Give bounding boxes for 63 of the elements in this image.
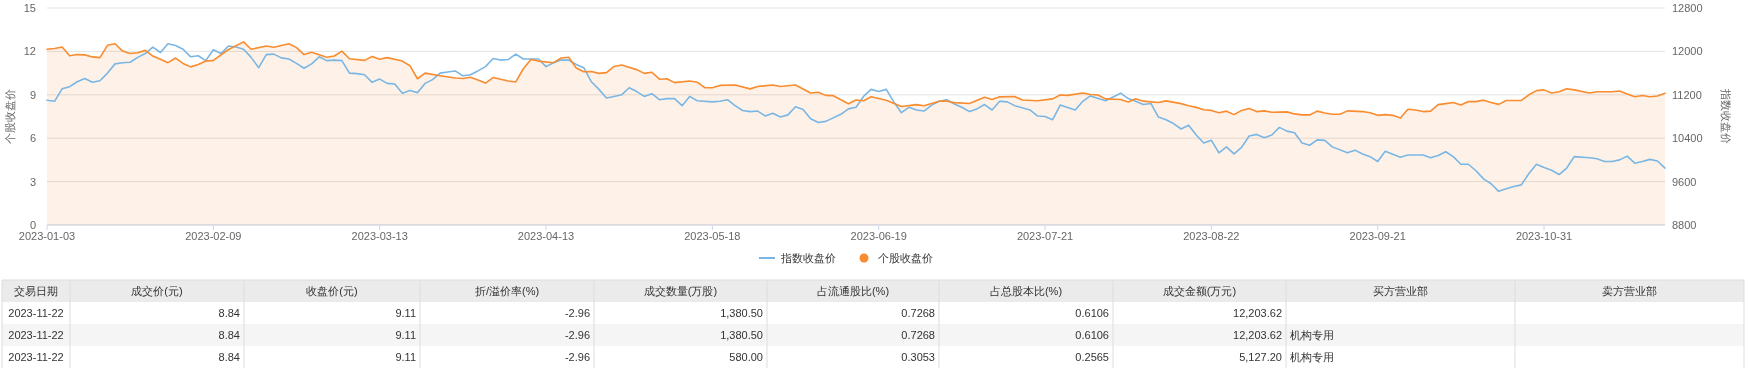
text: 9.11 xyxy=(395,307,416,319)
text: 0.6106 xyxy=(1075,307,1109,319)
text: 2023-11-22 xyxy=(8,329,64,341)
x-tick-label: 2023-01-03 xyxy=(18,230,76,242)
category-label: 交易日期 xyxy=(14,285,58,297)
x-tick-label: 2023-07-21 xyxy=(1016,230,1074,242)
text: 580.00 xyxy=(729,351,763,363)
category-label: 卖方营业部 xyxy=(1602,285,1657,297)
y2-tick-label: 12000 xyxy=(1672,45,1703,58)
text: 机构专用 xyxy=(1290,351,1334,363)
y2-axis-title: 指数收盘价 xyxy=(1720,88,1732,144)
y-tick-label: 3 xyxy=(29,175,36,188)
text: 0.3053 xyxy=(901,351,935,363)
x-tick-label: 2023-04-13 xyxy=(517,230,575,242)
text: -2.96 xyxy=(564,329,590,341)
x-tick-label: 2023-02-09 xyxy=(185,230,242,242)
y-axis-title: 个股收盘价 xyxy=(4,89,16,144)
y-tick-label: 6 xyxy=(29,132,36,145)
text: 0.6106 xyxy=(1075,329,1109,341)
x-tick-label: 2023-08-22 xyxy=(1183,230,1240,242)
text: 12,203.62 xyxy=(1233,307,1282,319)
y2-tick-label: 10400 xyxy=(1672,132,1703,145)
text: 9.11 xyxy=(395,351,416,363)
text: 2023-11-22 xyxy=(8,351,64,363)
category-label: 收盘价(元) xyxy=(306,285,358,297)
y2-tick-label: 8800 xyxy=(1672,219,1697,231)
x-tick-label: 2023-06-19 xyxy=(850,230,907,242)
text: 5,127.20 xyxy=(1239,351,1282,363)
category-label: 占流通股比(%) xyxy=(816,285,890,297)
category-label: 折/溢价率(%) xyxy=(474,285,540,297)
text: 0.2565 xyxy=(1075,351,1109,363)
text: -2.96 xyxy=(564,307,590,319)
x-tick-label: 2023-09-21 xyxy=(1349,230,1406,242)
text: 9.11 xyxy=(395,329,416,341)
x-tick-label: 2023-10-31 xyxy=(1515,230,1573,242)
text: 8.84 xyxy=(218,329,240,341)
y-tick-label: 12 xyxy=(23,45,36,58)
line-series xyxy=(46,43,1666,193)
category-label: 成交金额(万元) xyxy=(1162,285,1237,297)
text: 1,380.50 xyxy=(720,307,763,319)
text: 8.84 xyxy=(218,351,240,363)
x-tick-label: 2023-05-18 xyxy=(684,230,741,242)
y-tick-label: 0 xyxy=(29,219,36,231)
category-label: 买方营业部 xyxy=(1373,285,1428,297)
text: -2.96 xyxy=(564,351,590,363)
text: 机构专用 xyxy=(1290,329,1334,341)
y2-tick-label: 12800 xyxy=(1672,2,1703,14)
category-label: 占总股本比(%) xyxy=(989,285,1063,297)
legend-label: 指数收盘价 xyxy=(780,252,836,264)
text: 0.7268 xyxy=(901,307,935,319)
y-tick-label: 15 xyxy=(23,2,36,14)
category-label: 成交数量(万股) xyxy=(643,285,718,297)
category-label: 成交价(元) xyxy=(131,285,183,297)
y2-tick-label: 9600 xyxy=(1672,175,1697,188)
legend-label: 个股收盘价 xyxy=(878,252,933,264)
text: 1,380.50 xyxy=(720,329,763,341)
text: 0.7268 xyxy=(901,329,935,341)
y-tick-label: 9 xyxy=(29,88,36,101)
text: 8.84 xyxy=(218,307,240,319)
text: 2023-11-22 xyxy=(8,307,64,319)
x-tick-label: 2023-03-13 xyxy=(351,230,408,242)
text: 12,203.62 xyxy=(1233,329,1282,341)
y2-tick-label: 11200 xyxy=(1672,88,1702,101)
